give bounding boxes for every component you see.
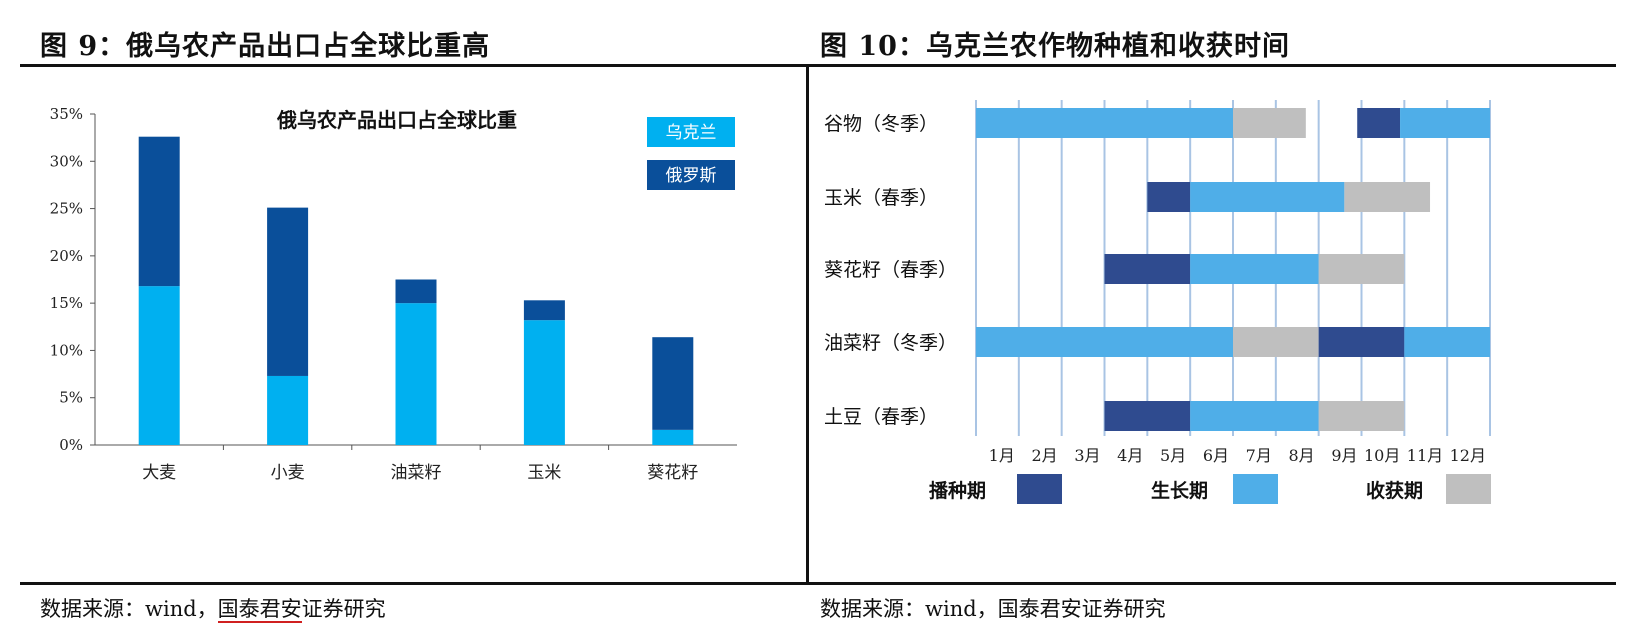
chart-title: 俄乌农产品出口占全球比重	[276, 108, 517, 132]
y-tick-label: 15%	[50, 294, 83, 312]
y-tick-label: 10%	[50, 341, 83, 359]
legend-swatch-harvest	[1446, 474, 1491, 504]
harvest-segment	[1233, 108, 1306, 138]
month-label: 2月	[1031, 446, 1057, 465]
bar-russia	[138, 136, 180, 287]
source-note-left: 数据来源：wind，国泰君安证券研究	[40, 593, 386, 623]
harvest-segment	[1318, 401, 1405, 431]
bar-russia	[267, 207, 309, 376]
month-label: 5月	[1160, 446, 1186, 465]
growing-segment	[1404, 327, 1490, 357]
legend-label: 生长期	[1151, 479, 1208, 502]
top-rule	[20, 64, 1616, 67]
month-label: 10月	[1364, 446, 1400, 465]
month-label: 6月	[1203, 446, 1229, 465]
month-label: 1月	[989, 446, 1015, 465]
month-label: 7月	[1246, 446, 1272, 465]
crop-row-label: 葵花籽（春季）	[824, 259, 957, 281]
bar-ukraine	[395, 303, 437, 445]
crop-row-label: 谷物（冬季）	[824, 113, 938, 135]
y-tick-label: 5%	[59, 389, 83, 407]
legend-swatch	[647, 160, 735, 190]
sowing-segment	[1104, 254, 1191, 284]
harvest-segment	[1233, 327, 1319, 357]
bar-ukraine	[267, 375, 309, 445]
month-label: 3月	[1074, 446, 1100, 465]
bar-russia	[395, 279, 437, 304]
bar-ukraine	[138, 286, 180, 445]
figure-10-title: 图 10：乌克兰农作物种植和收获时间	[820, 31, 1290, 62]
harvest-segment	[1344, 182, 1431, 212]
legend-label: 播种期	[929, 480, 986, 502]
crop-row-label: 油菜籽（冬季）	[824, 332, 957, 354]
legend-label: 俄罗斯	[666, 166, 717, 186]
y-tick-label: 0%	[59, 436, 83, 454]
growing-segment	[976, 327, 1233, 357]
x-category-label: 大麦	[142, 463, 176, 483]
sowing-segment	[1104, 401, 1191, 431]
growing-segment	[1190, 254, 1319, 284]
source-prefix: 数据来源：wind，	[40, 597, 218, 621]
source-suffix: 证券研究	[301, 597, 386, 621]
legend-label: 收获期	[1366, 479, 1423, 502]
export-share-chart: 俄乌农产品出口占全球比重 0% 5% 10% 15% 20% 25% 30% 35% 大麦 小麦 油菜…	[50, 105, 737, 483]
y-tick-label: 25%	[50, 200, 83, 218]
bar-ukraine	[523, 320, 565, 445]
bottom-rule	[20, 582, 1616, 585]
legend-swatch-growing	[1233, 474, 1278, 504]
bar-russia	[523, 300, 565, 321]
source-note-right: 数据来源：wind，国泰君安证券研究	[820, 597, 1166, 621]
center-divider	[806, 66, 809, 584]
growing-segment	[1190, 401, 1319, 431]
sowing-segment	[1147, 182, 1191, 212]
x-category-label: 玉米	[527, 463, 561, 483]
month-label: 4月	[1117, 446, 1143, 465]
growing-segment	[1190, 182, 1345, 212]
sowing-segment	[1318, 327, 1405, 357]
legend-swatch	[647, 117, 735, 147]
y-tick-label: 35%	[50, 105, 83, 123]
figure-9-title: 图 9：俄乌农产品出口占全球比重高	[40, 31, 491, 62]
harvest-segment	[1318, 254, 1405, 284]
growing-segment	[976, 108, 1233, 138]
crop-row-label: 玉米（春季）	[824, 187, 938, 209]
month-label: 8月	[1288, 446, 1314, 465]
y-tick-label: 20%	[50, 247, 83, 265]
month-label: 11月	[1407, 446, 1443, 465]
crop-calendar-chart: 1月 2月 3月 4月 5月 6月 7月 8月 9月 10月 11月 12月 谷物（冬季） 玉米（春季） 葵…	[824, 100, 1491, 504]
month-label: 9月	[1331, 446, 1357, 465]
growing-segment	[1400, 108, 1490, 138]
bar-russia	[652, 337, 694, 430]
x-category-label: 油菜籽	[391, 463, 442, 483]
source-org: 国泰君安	[217, 597, 302, 623]
bar-ukraine	[652, 429, 694, 445]
month-label: 12月	[1450, 446, 1486, 465]
y-tick-label: 30%	[50, 152, 83, 170]
sowing-segment	[1357, 108, 1401, 138]
x-category-label: 小麦	[271, 463, 305, 483]
x-category-label: 葵花籽	[647, 463, 698, 483]
legend-swatch-sowing	[1017, 474, 1062, 504]
legend-label: 乌克兰	[666, 123, 717, 143]
crop-row-label: 土豆（春季）	[824, 406, 938, 428]
